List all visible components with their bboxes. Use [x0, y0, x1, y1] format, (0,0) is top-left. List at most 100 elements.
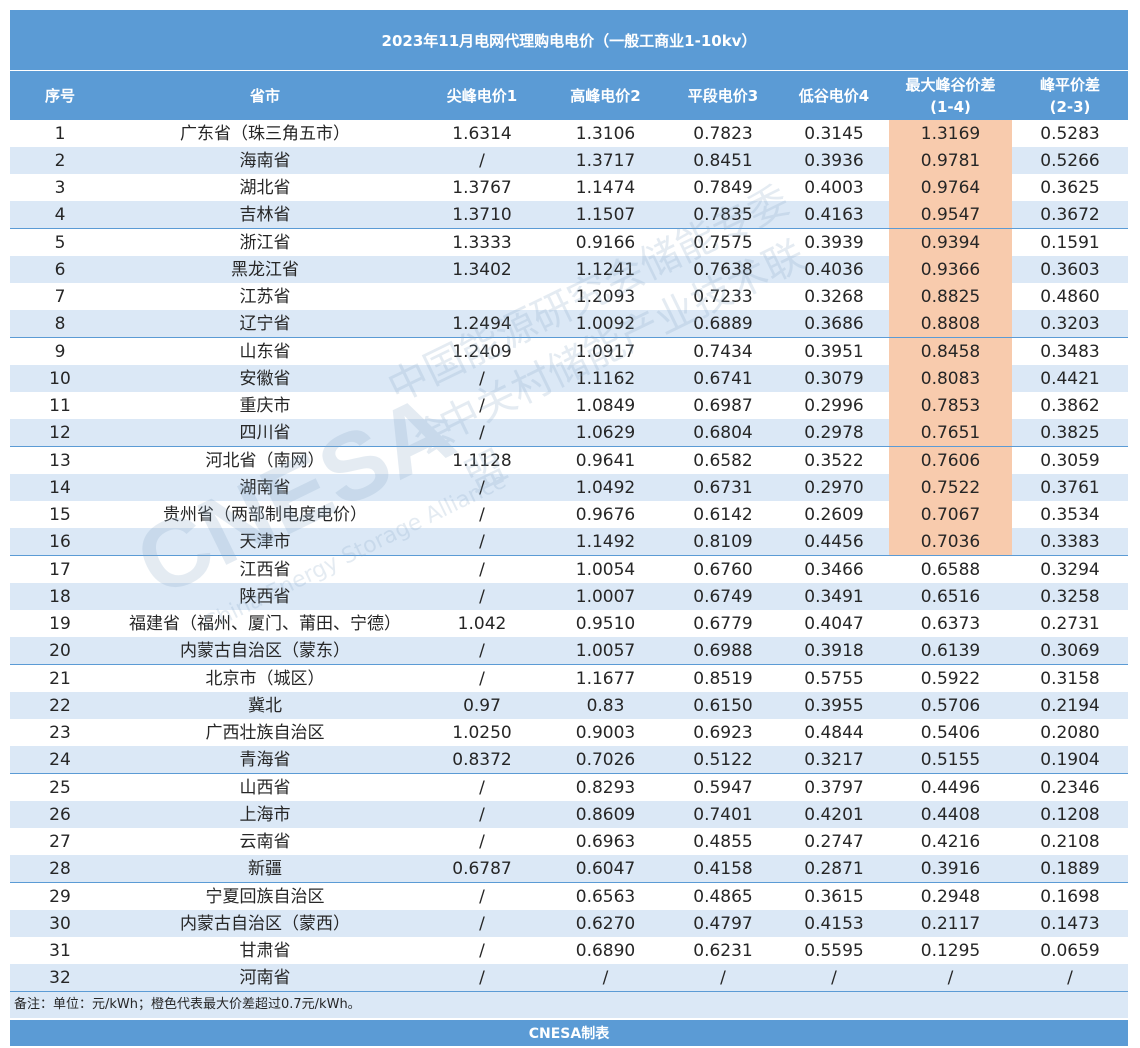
cell-max-spread: 0.9366	[889, 256, 1012, 283]
cell-peak-price: /	[420, 555, 544, 583]
table-row: 30 内蒙古自治区（蒙西）/0.6270 0.4797 0.4153 0.2117 0.1…	[10, 910, 1128, 937]
cell-max-spread: 0.9394	[889, 228, 1012, 256]
cell-seq: 3	[54, 177, 66, 198]
cell-max-spread: 0.4496	[889, 773, 1012, 801]
cell-valley-price: 0.3936	[779, 147, 889, 174]
cell-max-spread: 0.7651	[889, 419, 1012, 447]
table-row: 7 江苏省 1.2093 0.7233 0.3268 0.8825 0.4860	[10, 283, 1128, 310]
cell-valley-price: 0.2996	[804, 395, 864, 416]
cell-seq: 2	[10, 147, 110, 174]
cell-max-spread: 0.6516	[889, 583, 1012, 610]
cell-peak-price: /	[479, 395, 485, 416]
cell-high-price: 1.0092	[544, 310, 667, 338]
cell-peak-price: /	[420, 801, 544, 828]
cell-seq: 20	[10, 637, 110, 665]
cell-flat-price: 0.8451	[667, 147, 779, 174]
header-peak-flat-label: 峰平价差	[1039, 75, 1100, 94]
cell-seq: 14	[10, 474, 110, 501]
cell-flat-price: 0.6988	[667, 637, 779, 665]
cell-peak-price: 1.6314	[452, 123, 512, 144]
header-row: 序号 省市 尖峰电价1 高峰电价2 平段电价3 低谷电价4 最大峰谷价差 (1-…	[10, 71, 1128, 120]
table-row: 5 浙江省 1.3333 0.9166 0.7575 0.3939 0.9394 0.1591	[10, 228, 1128, 256]
table-row: 28 新疆 0.6787 0.6047 0.4158 0.2871 0.3916 0.1889	[10, 855, 1128, 883]
cell-valley-price: 0.3522	[779, 446, 889, 474]
cell-flat-price: 0.7434	[667, 337, 779, 365]
table-row: 2 海南省/1.3717 0.8451 0.3936 0.9781 0.5266	[10, 147, 1128, 174]
cell-seq: 30	[10, 910, 110, 937]
cell-province: 陕西省	[110, 583, 420, 610]
cell-peak-flat-spread: 0.3258	[1012, 583, 1128, 610]
cell-peak-flat-spread: 0.3059	[1012, 446, 1128, 474]
header-high-price: 高峰电价2	[544, 71, 667, 120]
cell-seq: 5	[10, 228, 110, 256]
cell-province: 湖北省	[239, 177, 291, 198]
cell-flat-price: 0.8519	[667, 664, 779, 692]
cell-flat-price: 0.6150	[667, 692, 779, 719]
cell-valley-price: 0.5595	[804, 940, 864, 961]
cell-max-spread: 0.5706	[889, 692, 1012, 719]
cell-province: 山西省	[110, 773, 420, 801]
cell-max-spread: 0.5922	[889, 664, 1012, 692]
cell-seq: 18	[10, 583, 110, 610]
table-row: 17 江西省/1.0054 0.6760 0.3466 0.6588 0.3294	[10, 555, 1128, 583]
header-max-spread-formula: (1-4)	[930, 97, 971, 116]
cell-valley-price: 0.4047	[804, 613, 864, 634]
cell-seq: 31	[49, 940, 71, 961]
cell-province: 宁夏回族自治区	[110, 882, 420, 910]
cell-high-price: 0.6270	[544, 910, 667, 937]
cell-province: 河北省（南网）	[110, 446, 420, 474]
cell-province: 重庆市	[239, 395, 291, 416]
cell-province: 黑龙江省	[110, 256, 420, 283]
cell-peak-flat-spread: 0.4421	[1012, 365, 1128, 392]
cell-province: 安徽省	[110, 365, 420, 392]
table-body: 1 广东省（珠三角五市） 1.6314 1.3106 0.7823 0.3145 1.316…	[10, 120, 1128, 991]
cell-high-price: 1.0629	[544, 419, 667, 447]
cell-seq: 4	[10, 201, 110, 229]
cell-flat-price: 0.4158	[667, 855, 779, 883]
cell-peak-price: /	[479, 504, 485, 525]
table-row: 32 河南省 / / / / / /	[10, 964, 1128, 991]
cell-max-spread: 0.9764	[889, 174, 1012, 201]
cell-valley-price: 0.3268	[804, 286, 864, 307]
cell-province: 广东省（珠三角五市）	[180, 123, 350, 144]
cell-province: 上海市	[110, 801, 420, 828]
cell-province: 北京市（城区）	[110, 664, 420, 692]
cell-flat-price: 0.6804	[667, 419, 779, 447]
cell-flat-price: 0.6142	[693, 504, 753, 525]
cell-peak-price: /	[420, 147, 544, 174]
cell-valley-price: 0.2970	[779, 474, 889, 501]
cell-high-price: 1.1492	[544, 528, 667, 556]
cell-flat-price: 0.7849	[693, 177, 753, 198]
cell-peak-price: 1.3710	[420, 201, 544, 229]
header-valley-price: 低谷电价4	[779, 71, 889, 120]
cell-high-price: 0.9641	[544, 446, 667, 474]
cell-province: 天津市	[110, 528, 420, 556]
cell-peak-flat-spread: 0.2194	[1012, 692, 1128, 719]
cell-valley-price: 0.2609	[804, 504, 864, 525]
cell-peak-flat-spread: 0.3603	[1012, 256, 1128, 283]
cell-flat-price: 0.7233	[693, 286, 753, 307]
cell-peak-flat-spread: 0.4860	[1040, 286, 1100, 307]
cell-peak-price: 1.042	[457, 613, 507, 634]
cell-province: 浙江省	[110, 228, 420, 256]
cell-max-spread: 0.7036	[889, 528, 1012, 556]
cell-province: 吉林省	[110, 201, 420, 229]
table-row: 18 陕西省/1.0007 0.6749 0.3491 0.6516 0.3258	[10, 583, 1128, 610]
cell-valley-price: 0.3686	[779, 310, 889, 338]
cell-max-spread: 0.2117	[889, 910, 1012, 937]
cell-peak-price: /	[479, 940, 485, 961]
cell-flat-price: 0.6987	[693, 395, 753, 416]
cell-valley-price: 0.2978	[779, 419, 889, 447]
table-row: 11 重庆市 / 1.0849 0.6987 0.2996 0.7853 0.3862	[10, 392, 1128, 419]
cell-peak-price: 0.8372	[420, 746, 544, 774]
cell-province: 河南省	[110, 964, 420, 991]
cell-high-price: 0.9166	[544, 228, 667, 256]
cell-flat-price: 0.6731	[667, 474, 779, 501]
cell-seq: 24	[10, 746, 110, 774]
cell-peak-price: /	[420, 637, 544, 665]
table-footer: CNESA制表	[10, 1020, 1128, 1046]
cell-valley-price: 0.3955	[779, 692, 889, 719]
cell-province: 四川省	[110, 419, 420, 447]
cell-peak-flat-spread: 0.5266	[1012, 147, 1128, 174]
cell-province: 青海省	[110, 746, 420, 774]
